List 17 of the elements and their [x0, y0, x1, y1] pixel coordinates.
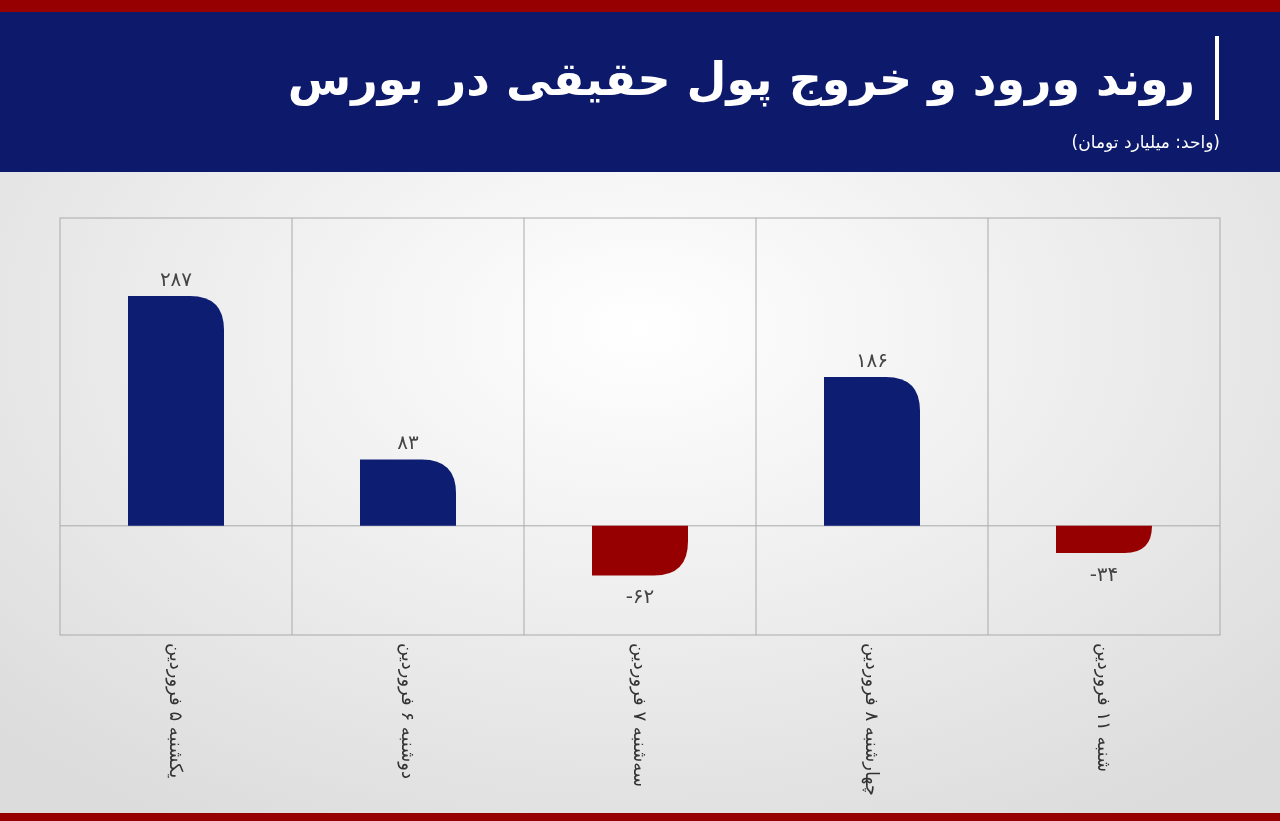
chart-title: روند ورود و خروج پول حقیقی در بورس [287, 52, 1195, 107]
data-label: -۶۲ [625, 584, 655, 609]
data-label: ۸۳ [397, 430, 419, 455]
x-tick-label: شنبه ۱۱ فروردین [1093, 643, 1115, 773]
x-tick-label: دوشنبه ۶ فروردین [397, 643, 419, 780]
bar [592, 525, 688, 576]
data-label: ۱۸۶ [855, 347, 889, 372]
chart-subtitle: (واحد: میلیارد تومان) [1071, 132, 1220, 152]
data-label: -۳۴ [1089, 562, 1119, 587]
x-tick-label: یکشنبه ۵ فروردین [165, 643, 187, 779]
data-label: ۲۸۷ [159, 267, 193, 292]
x-tick-label: سه‌شنبه ۷ فروردین [629, 643, 651, 788]
bar [128, 296, 224, 526]
bar [1056, 525, 1152, 554]
bar [824, 376, 920, 526]
x-tick-label: چهارشنبه ۸ فروردین [861, 643, 883, 796]
bar [360, 459, 456, 526]
